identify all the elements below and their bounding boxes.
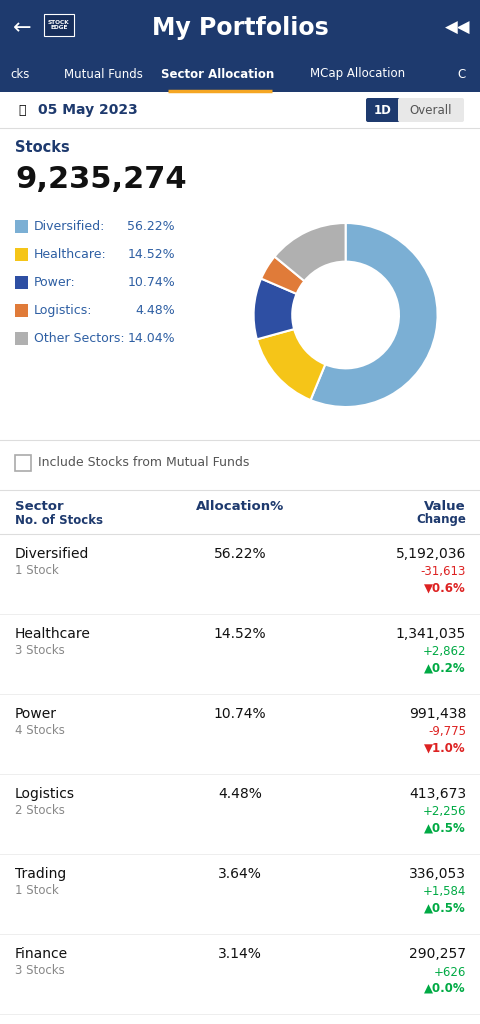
Text: 9,235,274: 9,235,274 bbox=[15, 166, 187, 195]
Text: +626: +626 bbox=[433, 966, 466, 979]
Text: Change: Change bbox=[416, 513, 466, 526]
Wedge shape bbox=[311, 223, 438, 407]
Text: No. of Stocks: No. of Stocks bbox=[15, 513, 103, 526]
Text: Power: Power bbox=[15, 707, 57, 721]
Text: Stocks: Stocks bbox=[15, 140, 70, 156]
Text: 1 Stock: 1 Stock bbox=[15, 563, 59, 577]
Text: 1 Stock: 1 Stock bbox=[15, 884, 59, 896]
Text: cks: cks bbox=[10, 68, 30, 81]
Text: Include Stocks from Mutual Funds: Include Stocks from Mutual Funds bbox=[38, 457, 250, 469]
Text: +2,256: +2,256 bbox=[422, 806, 466, 818]
Text: 4 Stocks: 4 Stocks bbox=[15, 724, 65, 736]
Wedge shape bbox=[253, 279, 297, 339]
Text: 10.74%: 10.74% bbox=[214, 707, 266, 721]
Text: +2,862: +2,862 bbox=[422, 645, 466, 658]
Text: ▲0.0%: ▲0.0% bbox=[424, 981, 466, 994]
Text: 290,257: 290,257 bbox=[409, 947, 466, 961]
Text: My Portfolios: My Portfolios bbox=[152, 16, 328, 40]
Bar bbox=[0, 92, 480, 128]
Text: 4.48%: 4.48% bbox=[218, 787, 262, 801]
Text: Allocation%: Allocation% bbox=[196, 500, 284, 512]
Bar bbox=[15, 455, 31, 471]
Text: 5,192,036: 5,192,036 bbox=[396, 547, 466, 561]
Text: -31,613: -31,613 bbox=[420, 565, 466, 579]
Text: ▲0.5%: ▲0.5% bbox=[424, 821, 466, 835]
Bar bbox=[15, 220, 28, 233]
Text: 3.64%: 3.64% bbox=[218, 867, 262, 881]
Text: 3 Stocks: 3 Stocks bbox=[15, 643, 65, 656]
Bar bbox=[0, 0, 480, 56]
Text: Finance: Finance bbox=[15, 947, 68, 961]
Text: MCap Allocation: MCap Allocation bbox=[311, 68, 406, 81]
FancyBboxPatch shape bbox=[366, 98, 400, 122]
Text: ▲0.2%: ▲0.2% bbox=[424, 662, 466, 675]
Text: 3 Stocks: 3 Stocks bbox=[15, 964, 65, 977]
Text: 14.04%: 14.04% bbox=[127, 332, 175, 345]
Text: 991,438: 991,438 bbox=[408, 707, 466, 721]
Text: STOCK
EDGE: STOCK EDGE bbox=[48, 19, 70, 31]
Wedge shape bbox=[275, 223, 346, 282]
Text: 56.22%: 56.22% bbox=[127, 220, 175, 233]
Text: Diversified:: Diversified: bbox=[34, 220, 106, 233]
Text: 56.22%: 56.22% bbox=[214, 547, 266, 561]
Text: 1D: 1D bbox=[374, 103, 392, 117]
Text: ▲0.5%: ▲0.5% bbox=[424, 901, 466, 914]
Text: Logistics:: Logistics: bbox=[34, 304, 93, 317]
Text: Sector Allocation: Sector Allocation bbox=[161, 68, 275, 81]
Bar bbox=[15, 248, 28, 261]
Text: 1,341,035: 1,341,035 bbox=[396, 627, 466, 641]
Text: Sector: Sector bbox=[15, 500, 64, 512]
Bar bbox=[15, 332, 28, 345]
Text: Healthcare:: Healthcare: bbox=[34, 248, 107, 261]
Text: C: C bbox=[458, 68, 466, 81]
Text: 413,673: 413,673 bbox=[409, 787, 466, 801]
Text: 14.52%: 14.52% bbox=[214, 627, 266, 641]
Bar bbox=[15, 304, 28, 317]
Wedge shape bbox=[261, 257, 304, 294]
Text: 🗓: 🗓 bbox=[18, 103, 25, 117]
Text: +1,584: +1,584 bbox=[422, 886, 466, 898]
Text: ▼0.6%: ▼0.6% bbox=[424, 582, 466, 595]
Text: ◀◀: ◀◀ bbox=[445, 19, 471, 37]
Text: 14.52%: 14.52% bbox=[127, 248, 175, 261]
Text: ←: ← bbox=[12, 18, 31, 38]
Text: 05 May 2023: 05 May 2023 bbox=[38, 103, 138, 117]
Text: Value: Value bbox=[424, 500, 466, 512]
Text: 2 Stocks: 2 Stocks bbox=[15, 804, 65, 816]
Text: 336,053: 336,053 bbox=[409, 867, 466, 881]
Bar bbox=[15, 276, 28, 289]
Bar bbox=[0, 56, 480, 92]
Text: ▼1.0%: ▼1.0% bbox=[424, 741, 466, 755]
FancyBboxPatch shape bbox=[398, 98, 464, 122]
Wedge shape bbox=[257, 329, 325, 400]
Text: 10.74%: 10.74% bbox=[127, 276, 175, 289]
Text: 3.14%: 3.14% bbox=[218, 947, 262, 961]
Text: Logistics: Logistics bbox=[15, 787, 75, 801]
Text: Trading: Trading bbox=[15, 867, 66, 881]
Text: Power:: Power: bbox=[34, 276, 76, 289]
Text: -9,775: -9,775 bbox=[428, 725, 466, 738]
Text: Overall: Overall bbox=[410, 103, 452, 117]
Text: Mutual Funds: Mutual Funds bbox=[63, 68, 143, 81]
Text: Diversified: Diversified bbox=[15, 547, 89, 561]
Text: 4.48%: 4.48% bbox=[135, 304, 175, 317]
Text: Other Sectors:: Other Sectors: bbox=[34, 332, 125, 345]
Text: Healthcare: Healthcare bbox=[15, 627, 91, 641]
Bar bbox=[44, 14, 74, 36]
